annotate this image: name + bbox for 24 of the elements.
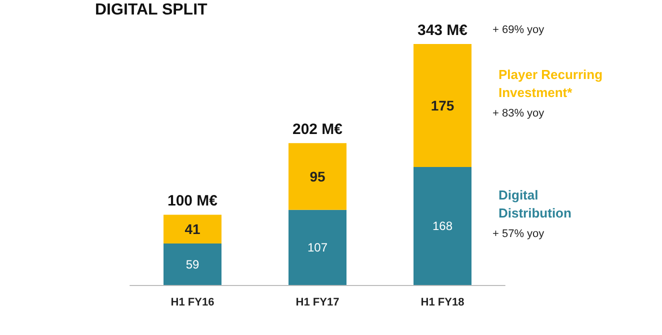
bar: [288, 210, 346, 285]
bar: [414, 166, 472, 285]
x-tick-label: H1 FY18: [420, 296, 464, 308]
data-label: 59: [186, 257, 200, 272]
text: + 69% yoy: [492, 24, 545, 36]
data-label: 175: [430, 97, 454, 114]
bar: [164, 214, 222, 244]
total-label: 343 M€: [417, 22, 468, 39]
data-label: 168: [432, 218, 453, 233]
chart-title: DIGITAL SPLIT: [95, 2, 208, 18]
data-label: 41: [184, 221, 200, 238]
data-label: 95: [310, 168, 326, 184]
bar: [164, 244, 222, 285]
bar: [414, 44, 472, 167]
total-label: 100 M€: [167, 192, 218, 210]
data-label: 107: [307, 240, 328, 254]
x-tick-label: H1 FY16: [170, 296, 214, 308]
annotation: + 83% yoy: [492, 107, 545, 120]
annotation: + 57% yoy: [492, 228, 545, 240]
text: Player Recurring Investment*: [498, 66, 603, 100]
bar: [288, 143, 346, 210]
x-tick-label: H1 FY17: [296, 296, 340, 308]
total-label: 202 M€: [292, 121, 344, 138]
text: Digital Distribution: [498, 187, 572, 220]
